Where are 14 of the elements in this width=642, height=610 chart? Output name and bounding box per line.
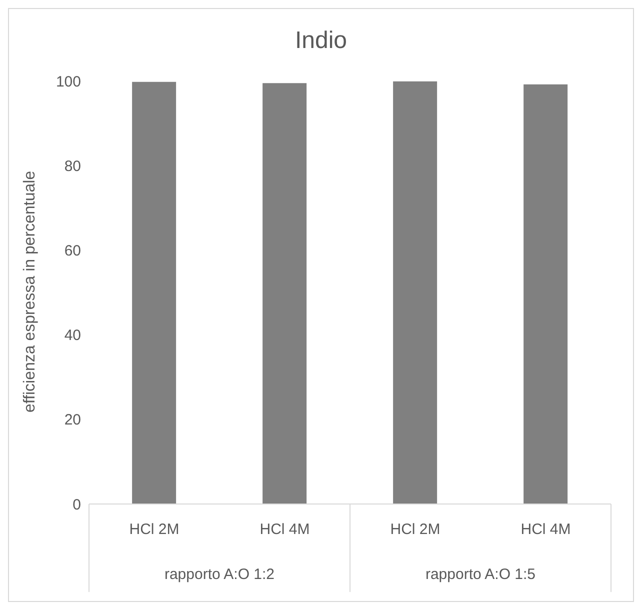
x-tick-label: HCl 2M bbox=[390, 521, 440, 538]
chart-title: Indio bbox=[294, 27, 348, 56]
y-axis-title: efficienza espressa in percentuale bbox=[22, 170, 39, 412]
x-tick-label: HCl 4M bbox=[260, 521, 310, 538]
text: rapporto A:O 1:5 bbox=[425, 566, 536, 583]
y-tick-label: 20 bbox=[64, 412, 81, 429]
y-tick-label: 40 bbox=[64, 327, 81, 344]
x-tick-label: HCl 4M bbox=[520, 521, 571, 538]
y-tick-label: 60 bbox=[64, 242, 81, 260]
text: rapporto A:O 1:2 bbox=[164, 566, 275, 583]
y-tick-label: 100 bbox=[56, 73, 81, 90]
x-tick-label: HCl 2M bbox=[129, 521, 180, 538]
y-tick-label: 80 bbox=[64, 158, 81, 175]
y-tick-label: 0 bbox=[72, 496, 81, 514]
